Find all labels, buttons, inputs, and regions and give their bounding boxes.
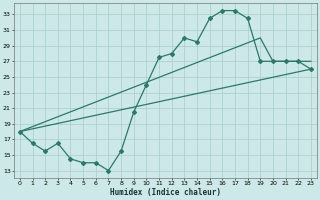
X-axis label: Humidex (Indice chaleur): Humidex (Indice chaleur) xyxy=(110,188,221,197)
